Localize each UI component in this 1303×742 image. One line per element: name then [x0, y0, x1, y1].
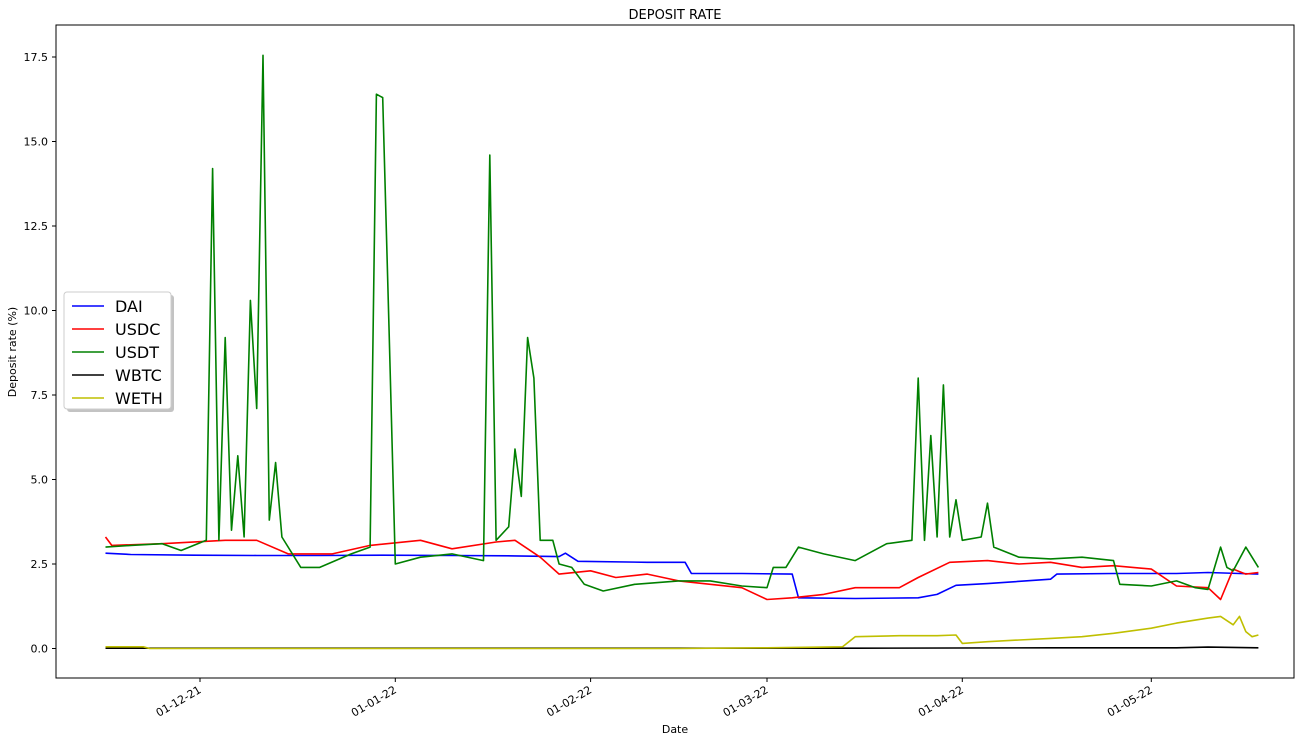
x-axis: 01-12-21 01-01-22 01-02-22 01-03-22 01-04-22…	[154, 678, 1155, 720]
legend-label-usdt: USDT	[115, 343, 159, 362]
legend-label-usdc: USDC	[115, 320, 160, 339]
x-tick-label: 01-04-22	[916, 683, 966, 719]
y-tick-label: 12.5	[24, 220, 49, 233]
x-axis-label: Date	[662, 723, 689, 736]
x-tick-label: 01-05-22	[1105, 683, 1155, 719]
legend-label-dai: DAI	[115, 297, 143, 316]
y-tick-label: 17.5	[24, 51, 49, 64]
chart-title: DEPOSIT RATE	[629, 8, 722, 23]
plot-frame	[55, 24, 1295, 679]
x-tick-label: 01-02-22	[544, 683, 594, 719]
y-axis: 0.0 2.5 5.0 7.5 10.0 12.5 15.0 17.5	[24, 51, 56, 656]
legend-label-wbtc: WBTC	[115, 366, 162, 385]
series-line-usdt	[105, 54, 1260, 592]
y-tick-label: 10.0	[24, 305, 49, 318]
legend: DAI USDC USDT WBTC WETH	[63, 291, 174, 412]
series-line-usdc	[104, 536, 1259, 601]
y-tick-label: 7.5	[31, 389, 49, 402]
series-line-dai	[105, 552, 1259, 600]
series-line-weth	[105, 615, 1259, 650]
x-tick-label: 01-01-22	[349, 683, 399, 719]
x-tick-label: 01-03-22	[721, 683, 771, 719]
y-tick-label: 5.0	[31, 474, 49, 487]
series-layer	[104, 54, 1260, 650]
y-tick-label: 0.0	[31, 643, 49, 656]
y-tick-label: 15.0	[24, 136, 49, 149]
legend-box	[63, 291, 172, 410]
legend-label-weth: WETH	[115, 389, 163, 408]
y-axis-label: Deposit rate (%)	[6, 307, 19, 397]
x-tick-label: 01-12-21	[154, 683, 204, 719]
y-tick-label: 2.5	[31, 558, 49, 571]
